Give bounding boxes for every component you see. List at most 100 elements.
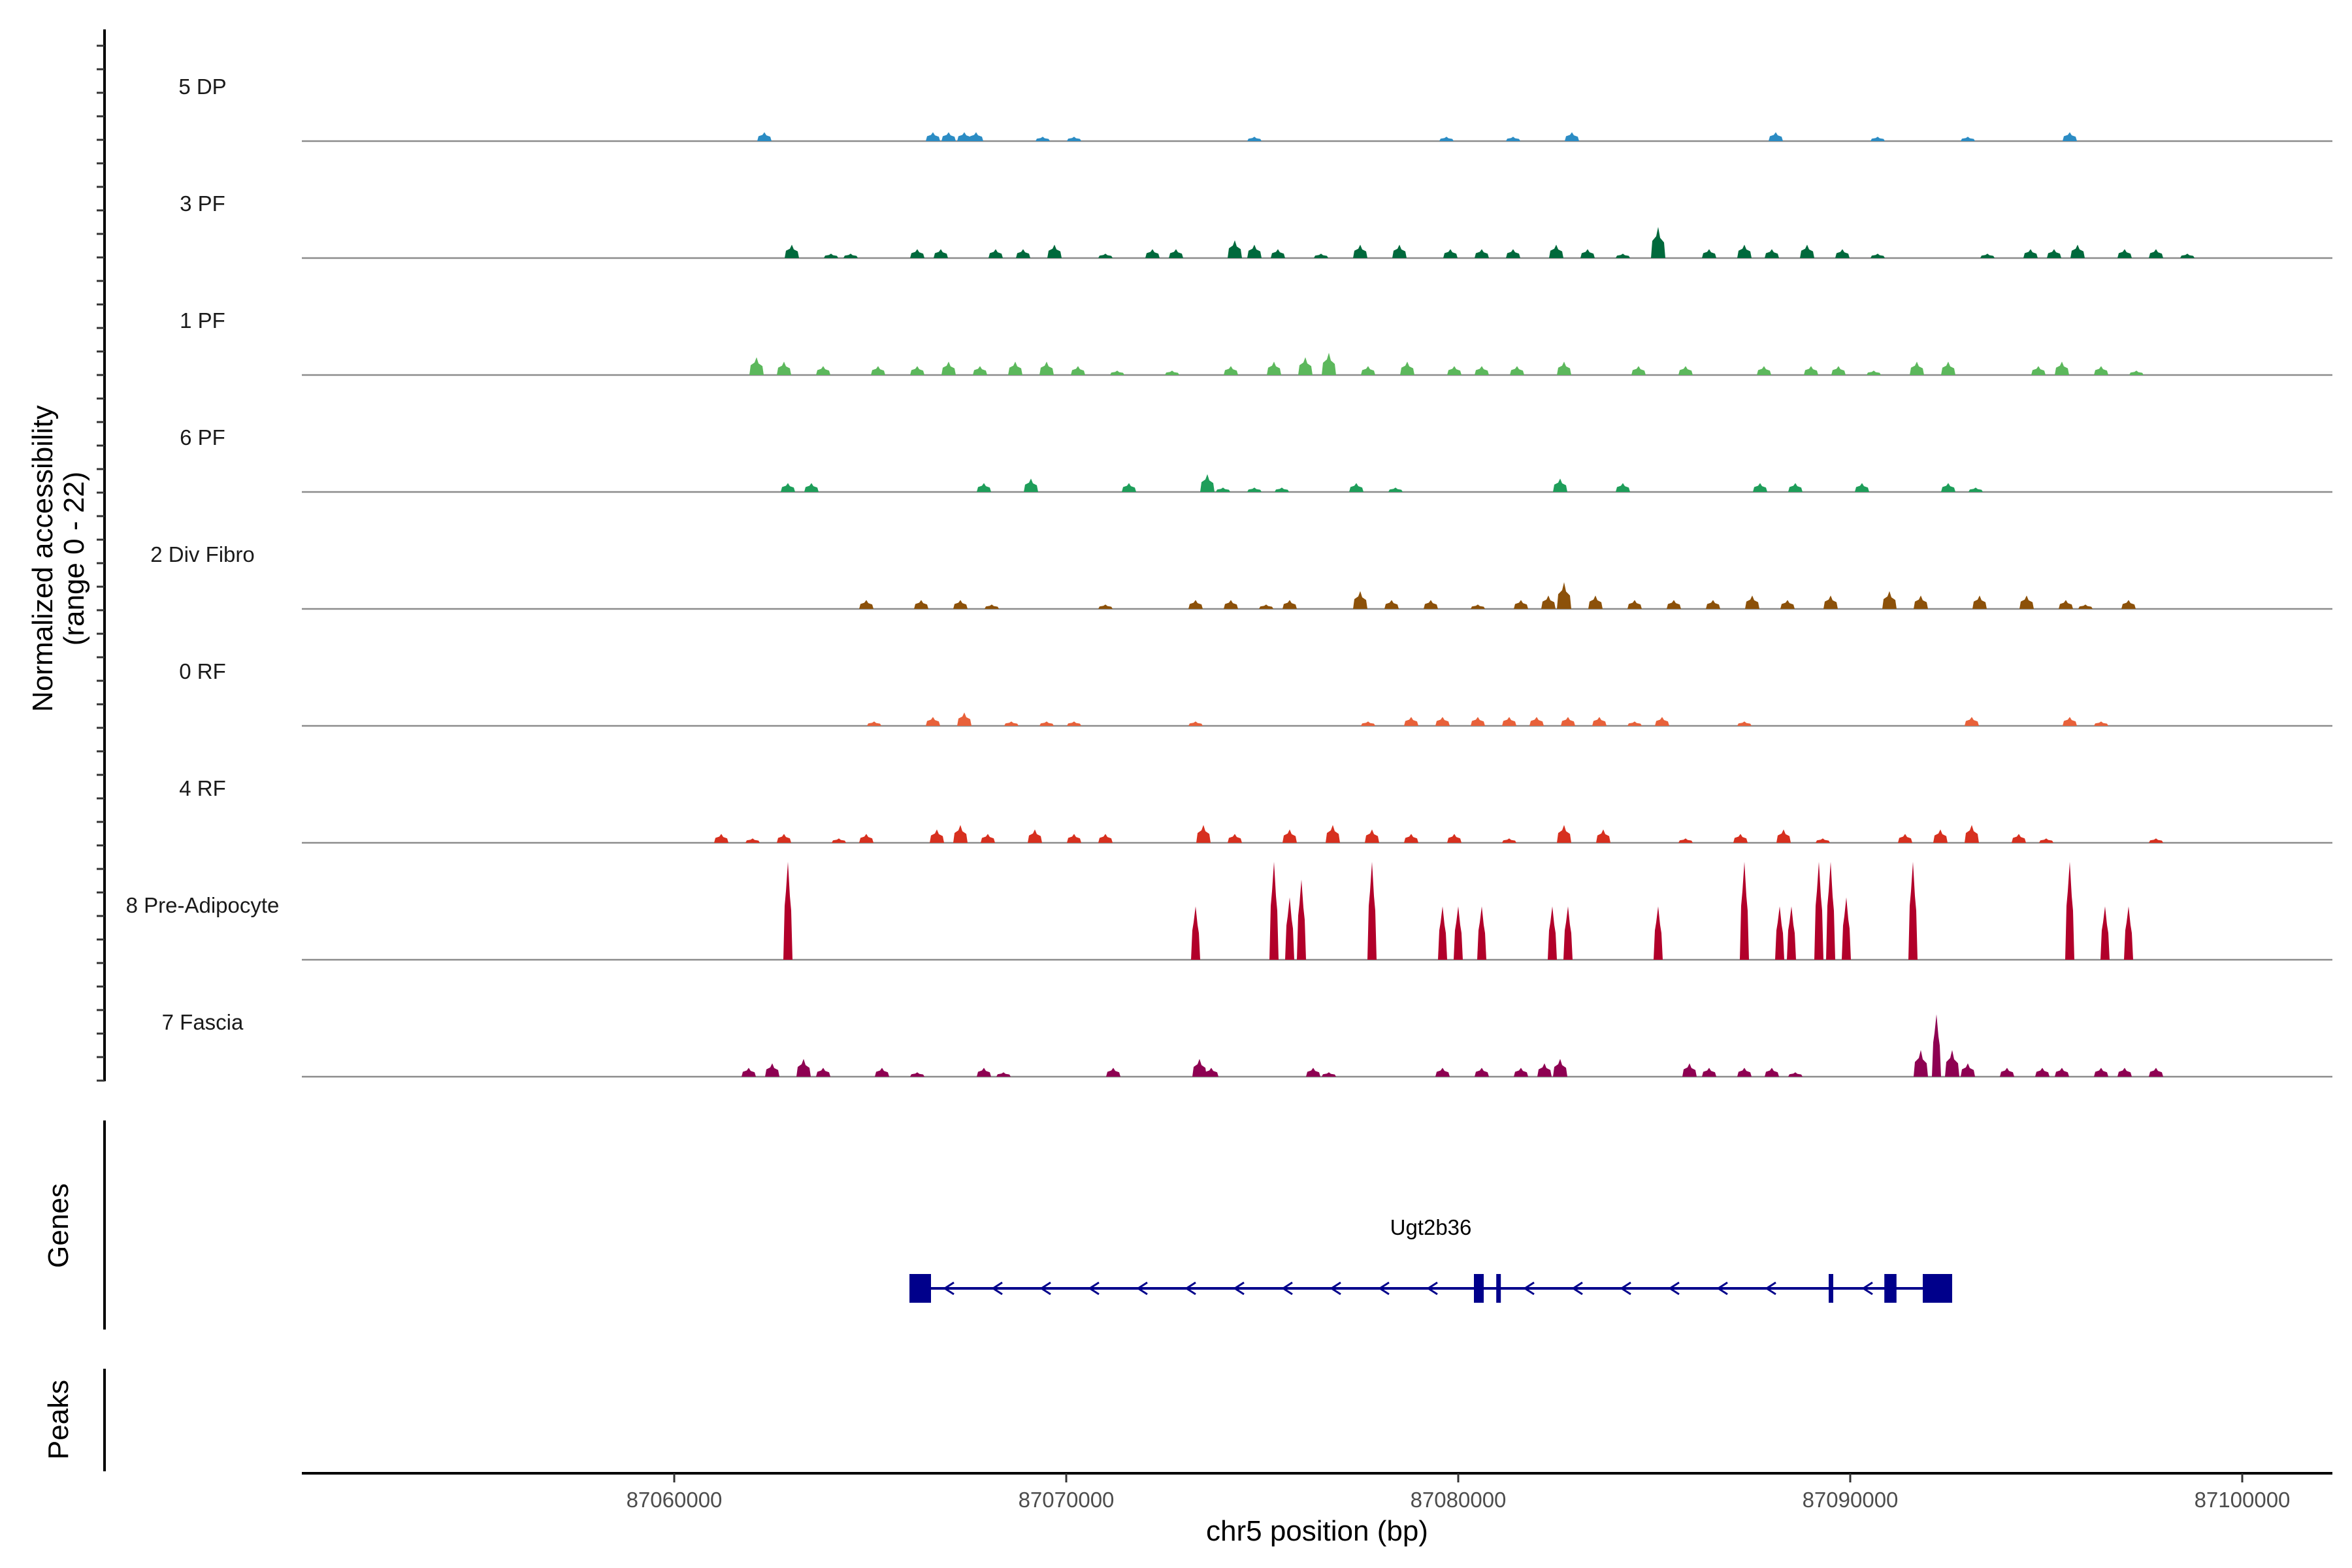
- track-7-fascia: 7 Fascia: [162, 1010, 2332, 1078]
- strand-arrow: [1330, 1281, 1341, 1296]
- coverage-peak: [1361, 721, 1375, 726]
- strand-arrow: [1281, 1281, 1293, 1296]
- coverage-peak: [824, 253, 838, 258]
- coverage-peak: [1548, 906, 1557, 960]
- coverage-peak: [1314, 253, 1328, 258]
- coverage-peak: [957, 132, 972, 141]
- coverage-peak: [785, 244, 799, 258]
- track-label: 1 PF: [180, 308, 225, 333]
- gene-name-label: Ugt2b36: [1390, 1215, 1472, 1239]
- coverage-peak: [1765, 1068, 1779, 1077]
- track-label: 3 PF: [180, 191, 225, 216]
- coverage-peak: [2039, 838, 2053, 843]
- coverage-peak: [1384, 600, 1399, 609]
- coverage-peak: [1776, 829, 1791, 843]
- coverage-peak: [1004, 721, 1019, 726]
- gene-annotation-track: Ugt2b36: [909, 1215, 1952, 1303]
- coverage-peak: [765, 1063, 779, 1077]
- coverage-peak: [1826, 862, 1835, 960]
- coverage-peak: [1326, 825, 1340, 843]
- coverage-peak: [2094, 721, 2108, 726]
- coverage-peak: [1322, 1072, 1336, 1077]
- coverage-peak: [816, 366, 830, 375]
- strand-arrow: [1184, 1281, 1196, 1296]
- strand-arrow: [1668, 1281, 1680, 1296]
- strand-arrow: [1765, 1281, 1776, 1296]
- y-axis-title-line1: Normalized accessibility: [27, 405, 59, 711]
- coverage-peak: [977, 483, 991, 492]
- coverage-peak: [2149, 1068, 2163, 1077]
- coverage-peak: [1914, 595, 1928, 609]
- coverage-peak: [1471, 717, 1485, 726]
- coverage-peak: [1285, 897, 1294, 960]
- coverage-peak: [1282, 600, 1297, 609]
- x-axis-ticks: 87060000 87070000 87080000 87090000 87100000: [627, 1473, 2290, 1512]
- coverage-peak: [843, 253, 858, 258]
- coverage-peak: [1588, 595, 1603, 609]
- coverage-peak: [1106, 1068, 1120, 1077]
- coverage-peak: [1275, 487, 1289, 492]
- coverage-peak: [941, 361, 956, 375]
- coverage-peak: [1627, 721, 1642, 726]
- coverage-peak: [1447, 366, 1462, 375]
- strand-arrow: [1088, 1281, 1100, 1296]
- coverage-peak: [1165, 370, 1179, 375]
- coverage-peak: [1557, 361, 1571, 375]
- x-axis-title: chr5 position (bp): [1206, 1515, 1428, 1547]
- coverage-peak: [1740, 862, 1749, 960]
- coverage-peak: [1008, 361, 1022, 375]
- coverage-peak: [1908, 862, 1918, 960]
- coverage-peak: [1870, 137, 1885, 141]
- coverage-peak: [1553, 1058, 1567, 1077]
- coverage-peak: [1557, 582, 1571, 609]
- coverage-peak: [1067, 834, 1081, 843]
- coverage-peak: [1353, 244, 1367, 258]
- coverage-peak: [783, 862, 792, 960]
- coverage-peak: [1443, 249, 1458, 258]
- coverage-peak: [1980, 253, 1995, 258]
- coverage-peak: [1678, 838, 1693, 843]
- coverage-peak: [2023, 249, 2038, 258]
- coverage-peak: [1392, 244, 1407, 258]
- coverage-peak: [1145, 249, 1160, 258]
- coverage-peak: [1475, 366, 1489, 375]
- coverage-peak: [1702, 249, 1716, 258]
- coverage-peak: [1737, 244, 1752, 258]
- coverage-peak: [1804, 366, 1818, 375]
- track-label: 2 Div Fibro: [150, 542, 255, 566]
- coverage-peak: [1867, 370, 1881, 375]
- coverage-peak: [2031, 366, 2046, 375]
- coverage-peak: [1228, 834, 1242, 843]
- x-axis-tick-label: 87080000: [1411, 1488, 1507, 1512]
- coverage-peak: [1361, 366, 1375, 375]
- coverage-peak: [1787, 906, 1796, 960]
- coverage-peak: [1067, 721, 1081, 726]
- coverage-peak: [1800, 244, 1814, 258]
- coverage-peak: [926, 132, 940, 141]
- coverage-peak: [926, 717, 940, 726]
- coverage-peak: [1561, 717, 1575, 726]
- coverage-peak: [1965, 717, 1979, 726]
- coverage-peak: [1941, 483, 1955, 492]
- coverage-peak: [1616, 483, 1630, 492]
- coverage-peak: [1780, 600, 1795, 609]
- coverage-peak: [1580, 249, 1595, 258]
- coverage-peak: [1788, 1072, 1803, 1077]
- coverage-peak: [1654, 906, 1663, 960]
- coverage-peak: [1438, 906, 1447, 960]
- coverage-peak: [1267, 361, 1281, 375]
- x-axis-tick-label: 87090000: [1803, 1488, 1899, 1512]
- coverage-peak: [1388, 487, 1403, 492]
- coverage-peak: [973, 366, 987, 375]
- coverage-peak: [1835, 249, 1850, 258]
- coverage-peak: [745, 838, 760, 843]
- coverage-peak: [2065, 862, 2074, 960]
- coverage-peak: [996, 1072, 1011, 1077]
- coverage-peak: [2070, 244, 2085, 258]
- coverage-peak: [1831, 366, 1846, 375]
- coverage-peak: [1271, 249, 1285, 258]
- gene-exon: [909, 1274, 931, 1303]
- coverage-peak: [1477, 906, 1486, 960]
- coverage-peak: [1737, 1068, 1752, 1077]
- coverage-peak: [1506, 137, 1520, 141]
